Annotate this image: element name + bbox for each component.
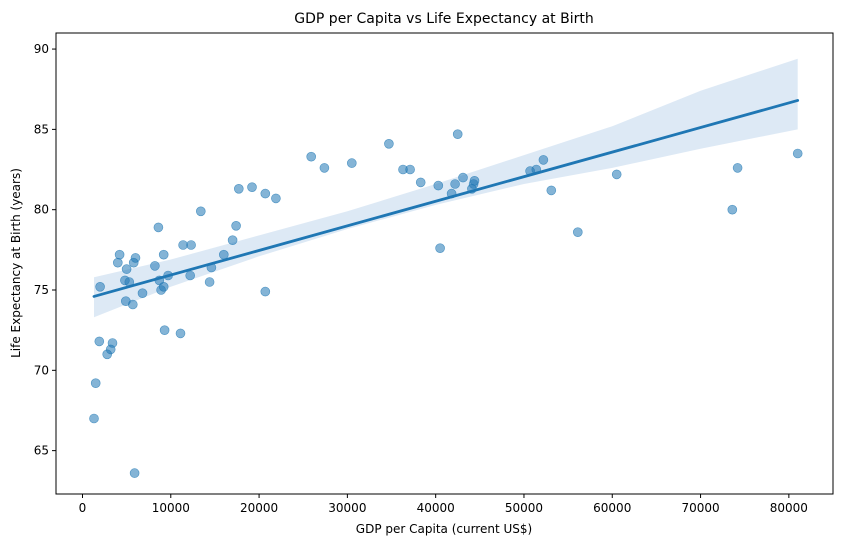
data-point-37	[247, 182, 257, 192]
x-tick-label: 60000	[593, 501, 631, 515]
data-point-2	[94, 336, 105, 347]
data-point-59	[538, 155, 549, 165]
chart-title: GDP per Capita vs Life Expectancy at Bir…	[294, 11, 593, 27]
data-point-46	[405, 164, 415, 175]
data-point-13	[128, 299, 138, 310]
data-point-18	[150, 261, 160, 271]
data-point-60	[546, 185, 557, 196]
confidence-band	[94, 58, 798, 318]
data-point-8	[114, 249, 125, 260]
data-point-28	[185, 270, 195, 281]
regression-line	[92, 99, 800, 298]
x-tick-label: 40000	[417, 501, 455, 515]
x-tick-label: 0	[79, 501, 87, 515]
data-point-51	[450, 179, 460, 189]
data-point-30	[196, 206, 206, 217]
data-point-24	[159, 325, 170, 336]
confidence-band-layer	[94, 58, 798, 318]
data-point-62	[611, 169, 622, 180]
data-point-19	[153, 222, 164, 233]
x-tick-label: 50000	[505, 501, 543, 515]
regression-line-layer	[92, 99, 800, 298]
data-point-36	[234, 184, 244, 194]
x-axis-label: GDP per Capita (current US$)	[356, 522, 532, 536]
y-tick-label: 75	[34, 283, 49, 297]
x-tick-label: 30000	[328, 501, 366, 515]
data-point-42	[319, 163, 330, 173]
x-tick-label: 70000	[681, 501, 719, 515]
data-point-26	[175, 328, 186, 339]
data-point-52	[452, 129, 463, 139]
data-point-11	[121, 264, 132, 274]
data-point-17	[137, 288, 148, 299]
data-point-6	[107, 338, 118, 348]
data-point-64	[732, 163, 743, 173]
data-point-23	[158, 249, 169, 260]
data-point-33	[219, 249, 229, 260]
data-point-22	[158, 281, 169, 292]
x-tick-label: 10000	[152, 501, 190, 515]
data-point-44	[384, 139, 394, 149]
y-tick-label: 80	[34, 203, 49, 217]
data-point-38	[260, 188, 271, 199]
y-tick-label: 85	[34, 122, 49, 136]
data-point-40	[271, 193, 281, 204]
data-point-53	[458, 172, 468, 183]
data-point-47	[415, 177, 426, 188]
data-point-7	[113, 257, 123, 268]
data-point-16	[130, 253, 141, 263]
data-point-31	[204, 277, 215, 287]
y-tick-label: 65	[34, 444, 49, 458]
x-tick-label: 20000	[240, 501, 278, 515]
data-point-3	[95, 281, 105, 292]
data-point-39	[260, 286, 271, 297]
data-point-43	[346, 158, 357, 168]
x-axis-ticks: 0 10000 20000 30000 40000 50000 60000 70000 8000…	[79, 494, 808, 515]
data-point-65	[792, 148, 803, 159]
plot-frame	[55, 32, 834, 495]
y-tick-label: 90	[34, 42, 49, 56]
data-point-56	[469, 176, 480, 186]
data-point-49	[435, 243, 445, 253]
data-point-34	[227, 235, 238, 245]
data-point-15	[129, 468, 140, 478]
data-point-1	[90, 378, 101, 389]
data-point-48	[433, 180, 444, 191]
data-point-29	[186, 240, 196, 250]
x-tick-label: 80000	[770, 501, 808, 515]
data-point-61	[572, 227, 583, 237]
y-axis-label: Life Expectancy at Birth (years)	[9, 168, 23, 358]
data-point-0	[89, 413, 99, 424]
data-point-63	[727, 204, 738, 215]
y-axis-ticks: 65 70 75 80 85 90	[34, 42, 56, 458]
y-tick-label: 70	[34, 363, 49, 377]
data-point-27	[178, 240, 188, 250]
data-point-41	[306, 151, 317, 162]
data-point-35	[231, 221, 241, 231]
